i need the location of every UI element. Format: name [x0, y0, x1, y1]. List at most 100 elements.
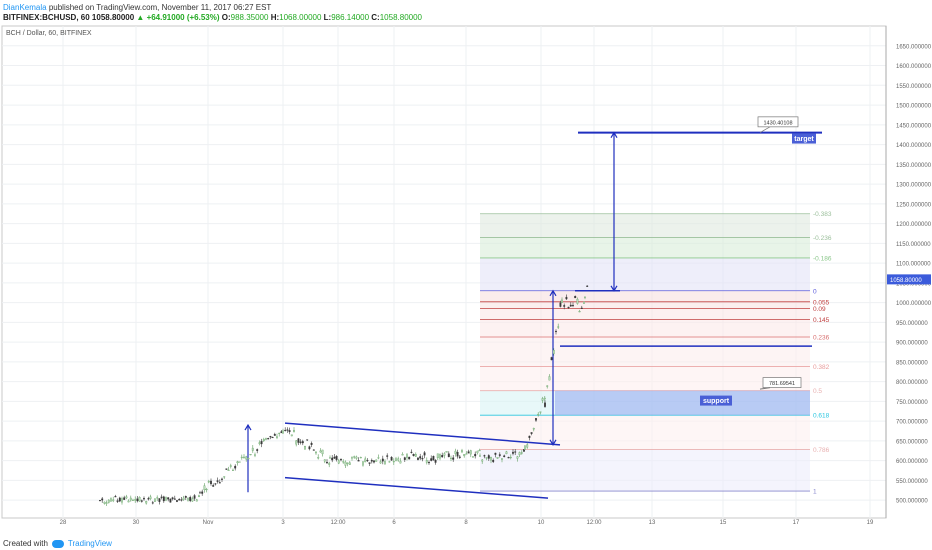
candle-body [123, 497, 126, 500]
fib-label: 0.382 [813, 364, 830, 371]
candle-body [428, 462, 430, 464]
candle-body [251, 447, 254, 451]
ohlc-line: BITFINEX:BCHUSD, 60 1058.80000 ▲ +64.910… [3, 13, 422, 22]
candle-body [447, 453, 450, 458]
y-tick-label: 1250.000000 [896, 202, 932, 208]
candle-body [105, 502, 108, 504]
candle-body [214, 483, 217, 485]
candle-body [216, 480, 219, 482]
candle-body [156, 497, 159, 499]
candle-body [410, 451, 413, 453]
candle-body [129, 497, 132, 501]
candle-body [182, 497, 185, 500]
candle-body [443, 453, 446, 456]
candle-body [357, 460, 360, 462]
candle-body [282, 430, 284, 434]
candle-body [273, 434, 276, 436]
candle-body [112, 499, 115, 502]
candle-body [329, 457, 331, 459]
candle-body [191, 498, 194, 502]
x-tick-label: 17 [793, 520, 800, 526]
y-tick-label: 1100.000000 [896, 262, 931, 268]
candle-body [284, 429, 287, 432]
author-link[interactable]: DianKemala [3, 3, 47, 12]
candle-body [243, 456, 245, 459]
candle-body [445, 451, 448, 453]
fib-label: 0.5 [813, 388, 822, 395]
candle-body [210, 480, 212, 485]
candle-body [539, 411, 542, 413]
projection-arrow-head [610, 285, 618, 292]
candle-body [421, 458, 424, 460]
candle-body [490, 457, 492, 461]
candle-body [586, 285, 589, 287]
candle-body [561, 299, 563, 303]
target-callout-text: 1430.40108 [763, 120, 792, 126]
candle-body [580, 307, 583, 309]
symbol-label: BITFINEX:BCHUSD, 60 [3, 13, 90, 22]
candle-body [377, 457, 380, 459]
candle-body [189, 497, 192, 501]
candle-body [116, 500, 119, 502]
candle-body [498, 454, 501, 456]
candle-body [386, 455, 389, 457]
candle-body [326, 461, 328, 464]
candle-body [99, 499, 101, 502]
candle-body [370, 460, 373, 462]
candle-body [528, 435, 531, 438]
candle-body [388, 461, 391, 463]
candle-body [121, 498, 123, 503]
fib-zone [480, 301, 810, 309]
candle-body [425, 460, 428, 463]
candle-body [434, 459, 437, 463]
fib-label: -0.236 [813, 235, 832, 242]
candle-body [344, 461, 347, 466]
candle-body [463, 454, 466, 457]
open-value: 988.35000 [230, 13, 269, 22]
candle-body [414, 454, 417, 457]
fib-label: -0.186 [813, 255, 832, 262]
candle-body [333, 456, 336, 459]
created-with-text: Created with [3, 539, 48, 548]
footer: Created with TradingView [3, 539, 112, 548]
candle-body [154, 498, 156, 502]
candle-body [218, 482, 221, 484]
candle-body [151, 502, 154, 504]
candle-body [167, 497, 170, 500]
candle-body [271, 436, 274, 439]
candle-body [176, 500, 178, 502]
candle-body [509, 456, 512, 459]
candle-body [526, 444, 529, 448]
y-tick-label: 1600.000000 [896, 64, 932, 70]
support-label: support [703, 398, 730, 405]
x-tick-label: 10 [538, 520, 545, 526]
candle-body [401, 454, 404, 456]
candle-body [207, 481, 210, 483]
candle-body [319, 450, 322, 453]
candle-body [149, 496, 152, 499]
candle-body [278, 432, 281, 434]
fib-label: 0.055 [813, 299, 830, 306]
candle-body [306, 439, 309, 441]
candle-body [293, 430, 295, 432]
candle-body [205, 488, 208, 491]
y-tick-label: 550.000000 [896, 479, 928, 485]
candle-body [132, 499, 134, 501]
candle-body [232, 469, 234, 471]
candle-body [249, 454, 252, 456]
price-chart[interactable]: 1650.0000001600.0000001550.0000001500.00… [0, 24, 932, 530]
candle-body [140, 500, 143, 502]
fib-zone [480, 366, 810, 391]
fib-zone [480, 257, 810, 291]
tradingview-link[interactable]: TradingView [67, 539, 112, 548]
y-tick-label: 1650.000000 [896, 44, 932, 50]
candle-body [574, 295, 577, 299]
candle-body [348, 462, 351, 465]
fib-zone [480, 213, 810, 238]
candle-body [118, 497, 121, 502]
candle-body [143, 498, 145, 500]
candle-body [312, 449, 315, 451]
candle-body [127, 500, 130, 503]
candle-body [240, 456, 243, 459]
candle-body [107, 499, 110, 503]
